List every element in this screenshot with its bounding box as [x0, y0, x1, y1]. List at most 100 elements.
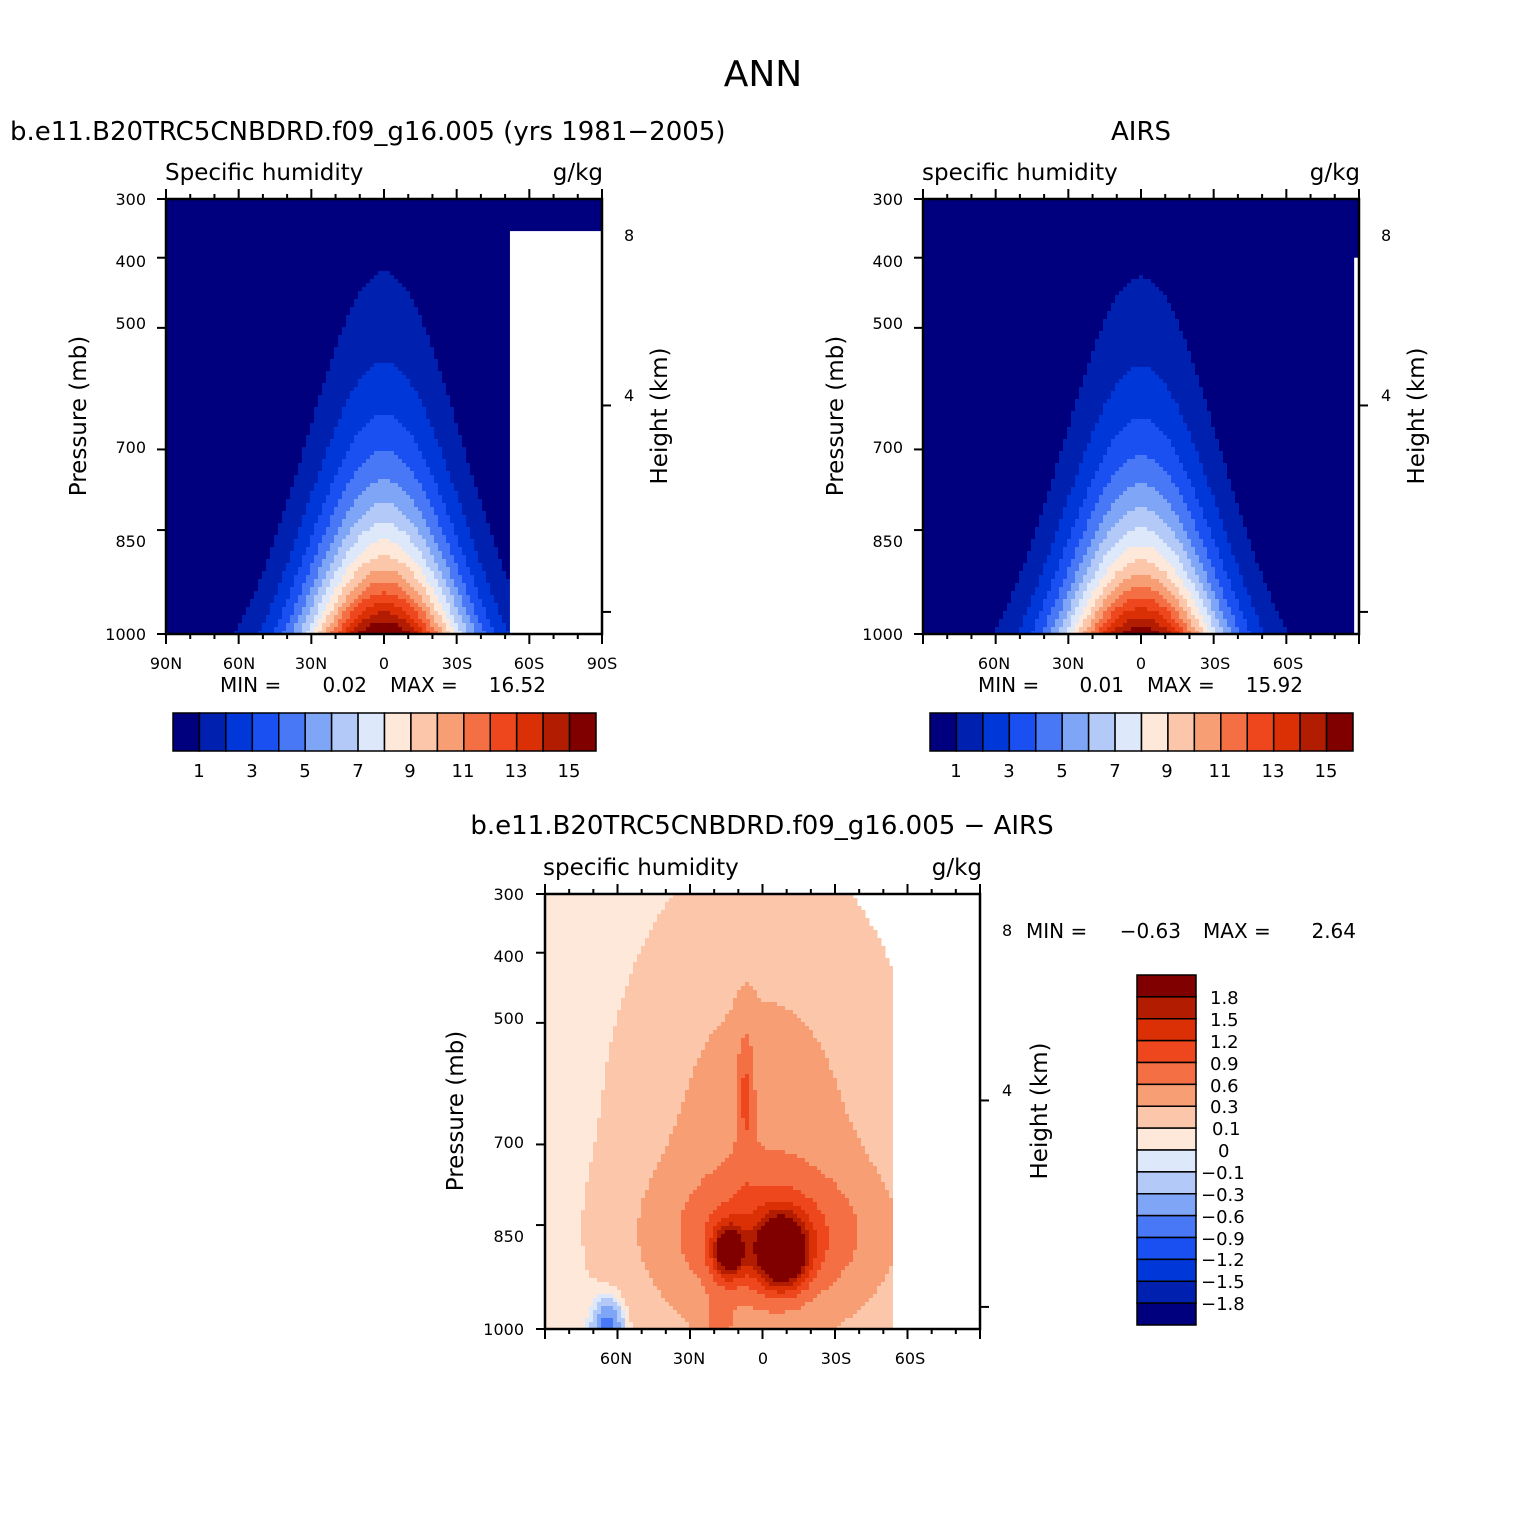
contour-cell [813, 1034, 914, 1039]
contour-cell [474, 611, 487, 616]
contour-cell [585, 1198, 642, 1203]
contour-cell [721, 1218, 762, 1223]
contour-cell [342, 575, 355, 580]
contour-cell [545, 1310, 590, 1315]
contour-cell [414, 435, 435, 440]
contour-cell [410, 567, 423, 572]
contour-cell [1223, 559, 1236, 564]
contour-cell [545, 1030, 614, 1035]
contour-cell [450, 591, 459, 596]
contour-cell [346, 399, 423, 404]
colorbar-box [1136, 1280, 1197, 1304]
contour-cell [1203, 467, 1228, 472]
contour-cell [1055, 571, 1068, 576]
contour-cell [923, 295, 1116, 300]
panel-airs-xtick-60s: 60S [1273, 654, 1304, 673]
contour-cell [757, 1238, 806, 1243]
contour-cell [1155, 283, 1360, 288]
contour-cell [545, 1294, 598, 1299]
contour-cell [545, 986, 626, 991]
contour-cell [1175, 447, 1196, 452]
contour-cell [1159, 579, 1172, 584]
contour-cell [1183, 567, 1196, 572]
contour-cell [1071, 615, 1080, 620]
contour-cell [1091, 359, 1192, 364]
contour-cell [801, 1206, 818, 1211]
contour-cell [294, 479, 319, 484]
panel-airs-cbar-label-7: 7 [1109, 761, 1120, 782]
contour-cell [430, 423, 459, 428]
contour-cell [757, 1234, 806, 1239]
contour-cell [334, 615, 343, 620]
contour-cell [342, 539, 359, 544]
contour-cell [1079, 599, 1088, 604]
contour-cell [354, 543, 371, 548]
contour-cell [418, 443, 439, 448]
contour-cell [1227, 575, 1244, 580]
contour-cell [1171, 623, 1180, 628]
contour-cell [717, 1222, 730, 1227]
contour-cell [454, 555, 467, 560]
contour-cell [406, 591, 419, 596]
contour-cell [1091, 439, 1112, 444]
contour-cell [601, 1094, 686, 1099]
contour-cell [1067, 611, 1076, 616]
contour-cell [745, 1074, 750, 1079]
contour-cell [330, 599, 339, 604]
contour-cell [390, 479, 419, 484]
contour-cell [358, 567, 411, 572]
contour-cell [1167, 559, 1180, 564]
contour-cell [402, 627, 415, 632]
contour-cell [1183, 331, 1360, 336]
panel-airs-cbar-label-1: 1 [950, 761, 961, 782]
contour-cell [637, 954, 886, 959]
contour-cell [817, 1270, 842, 1275]
contour-cell [1183, 583, 1196, 588]
contour-cell [350, 623, 359, 628]
contour-cell [354, 523, 375, 528]
contour-cell [1183, 595, 1192, 600]
contour-cell [1071, 603, 1080, 608]
contour-cell [294, 547, 307, 552]
contour-cell [789, 1278, 798, 1283]
panel-airs-cbar-label-5: 5 [1056, 761, 1067, 782]
contour-cell [1155, 619, 1168, 624]
contour-cell [1099, 547, 1112, 552]
contour-cell [545, 954, 638, 959]
contour-cell [1247, 535, 1360, 540]
contour-cell [1083, 607, 1092, 612]
contour-cell [1199, 575, 1208, 580]
contour-cell [322, 611, 331, 616]
contour-cell [1055, 535, 1072, 540]
contour-cell [653, 1282, 702, 1287]
contour-cell [302, 611, 311, 616]
contour-cell [294, 579, 307, 584]
contour-cell [829, 1066, 918, 1071]
contour-cell [1015, 583, 1040, 588]
contour-cell [1099, 523, 1116, 528]
contour-cell [1087, 363, 1196, 368]
contour-cell [330, 583, 339, 588]
contour-cell [1207, 579, 1220, 584]
contour-cell [438, 595, 447, 600]
contour-cell [725, 1278, 734, 1283]
contour-cell [394, 603, 411, 608]
contour-cell [166, 583, 259, 588]
contour-cell [1091, 595, 1100, 600]
contour-cell [737, 1062, 754, 1067]
contour-cell [1051, 607, 1064, 612]
contour-cell [829, 1234, 858, 1239]
contour-cell [402, 283, 603, 288]
contour-cell [286, 623, 295, 628]
contour-cell [346, 455, 371, 460]
contour-cell [853, 1126, 930, 1131]
contour-cell [458, 499, 483, 504]
panel-airs-ytick-500: 500 [872, 314, 903, 333]
contour-cell [545, 1322, 586, 1327]
contour-cell [1195, 523, 1208, 528]
contour-cell [274, 543, 295, 548]
contour-cell [1231, 547, 1252, 552]
contour-cell [1087, 447, 1108, 452]
contour-cell [1239, 627, 1248, 632]
contour-cell [1051, 487, 1072, 492]
